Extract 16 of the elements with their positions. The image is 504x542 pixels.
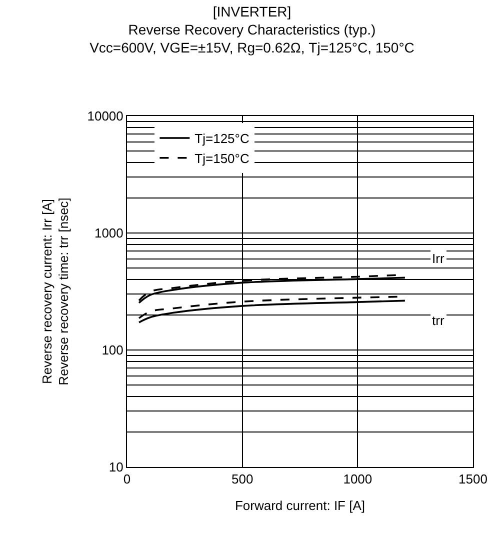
annotation: trr <box>432 313 445 328</box>
legend-label: Tj=125°C <box>194 131 250 146</box>
y-axis-title: Reverse recovery current: Irr [A] Reverse recovery time: trr [nsec] <box>39 198 72 386</box>
x-tick-label: 1000 <box>343 472 372 487</box>
chart-subtitle: Reverse Recovery Characteristics (typ.) Vcc=600V, VGE=±15V, Rg=0.62Ω, Tj=125°C, 150°C <box>90 21 414 56</box>
x-tick-label: 0 <box>123 472 131 487</box>
x-tick-label: 1500 <box>458 472 488 487</box>
annotation: Irr <box>432 251 445 266</box>
y-tick-label: 100 <box>102 342 124 358</box>
x-tick-label: 500 <box>231 472 254 487</box>
x-axis-title: Forward current: IF [A] <box>234 498 366 514</box>
y-tick-label: 10000 <box>87 108 124 124</box>
y-tick-label: 1000 <box>94 226 124 241</box>
chart-title: [INVERTER] <box>212 3 292 20</box>
y-tick-label: 10 <box>108 460 124 475</box>
legend-label: Tj=150°C <box>194 150 250 166</box>
